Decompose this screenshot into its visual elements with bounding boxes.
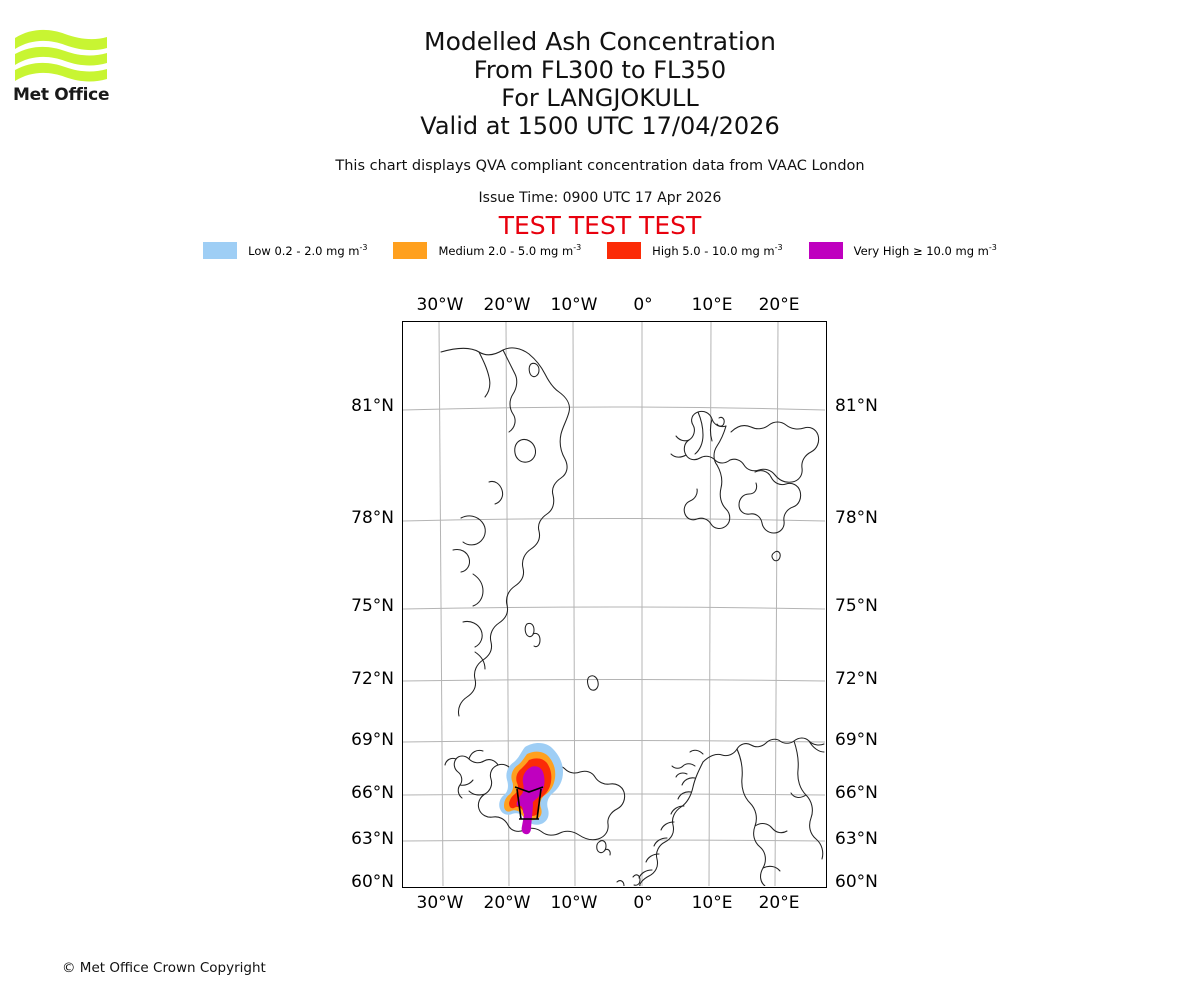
ash-tail-very-high xyxy=(521,799,533,835)
map-canvas xyxy=(403,322,825,886)
title-line-3: For LANGJOKULL xyxy=(501,84,699,112)
chart-title-block: Modelled Ash Concentration From FL300 to… xyxy=(0,27,1200,141)
met-office-wordmark: Met Office xyxy=(13,85,110,105)
legend-label-high: High 5.0 - 10.0 mg m-3 xyxy=(652,242,783,258)
lon-tick-top-3: 0° xyxy=(633,295,653,315)
title-line-4: Valid at 1500 UTC 17/04/2026 xyxy=(420,112,780,140)
lat-tick-left-6: 63°N xyxy=(351,829,394,849)
legend-label-medium: Medium 2.0 - 5.0 mg m-3 xyxy=(438,242,582,258)
volcano-marker-langjokull xyxy=(514,786,544,820)
chart-note: This chart displays QVA compliant concen… xyxy=(335,158,865,174)
lon-tick-bottom-2: 10°W xyxy=(550,893,598,913)
map-frame[interactable] xyxy=(402,321,827,888)
lon-tick-bottom-3: 0° xyxy=(633,893,653,913)
lat-tick-left-5: 66°N xyxy=(351,783,394,803)
legend-item-medium: Medium 2.0 - 5.0 mg m-3 xyxy=(393,242,581,259)
lon-tick-bottom-1: 20°W xyxy=(483,893,531,913)
test-banner: TEST TEST TEST xyxy=(498,211,702,240)
lon-tick-top-4: 10°E xyxy=(691,295,733,315)
legend-swatch-medium xyxy=(393,242,428,259)
lat-tick-left-4: 69°N xyxy=(351,730,394,750)
coastlines xyxy=(440,347,825,886)
lat-tick-left-2: 75°N xyxy=(351,596,394,616)
lat-tick-left-0: 81°N xyxy=(351,396,394,416)
lon-tick-bottom-5: 20°E xyxy=(758,893,800,913)
copyright-notice: © Met Office Crown Copyright xyxy=(62,960,266,976)
graticule-gridlines xyxy=(403,322,825,886)
title-line-1: Modelled Ash Concentration xyxy=(424,27,776,56)
chart-subtitle-block: This chart displays QVA compliant concen… xyxy=(0,155,1200,241)
met-office-wave-icon xyxy=(15,29,107,82)
legend-item-very-high: Very High ≥ 10.0 mg m-3 xyxy=(808,242,997,259)
met-office-logo: Met Office xyxy=(13,24,123,105)
lat-tick-right-1: 78°N xyxy=(835,508,878,528)
legend-label-low: Low 0.2 - 2.0 mg m-3 xyxy=(248,242,368,258)
legend-label-very-high: Very High ≥ 10.0 mg m-3 xyxy=(853,242,997,258)
lat-tick-right-3: 72°N xyxy=(835,669,878,689)
lat-tick-right-5: 66°N xyxy=(835,783,878,803)
title-line-2: From FL300 to FL350 xyxy=(473,56,727,84)
lat-tick-left-3: 72°N xyxy=(351,669,394,689)
lon-tick-top-2: 10°W xyxy=(550,295,598,315)
map-area: 30°W 30°W 20°W 20°W 10°W 10°W 0° 0° 10°E 10°E 20°E… xyxy=(351,295,878,913)
lat-tick-right-0: 81°N xyxy=(835,396,878,416)
lon-tick-top-1: 20°W xyxy=(483,295,531,315)
legend-item-high: High 5.0 - 10.0 mg m-3 xyxy=(607,242,783,259)
ash-concentration-plume xyxy=(499,743,563,835)
legend-swatch-very-high xyxy=(808,242,843,259)
lat-tick-left-1: 78°N xyxy=(351,508,394,528)
issue-time: Issue Time: 0900 UTC 17 Apr 2026 xyxy=(478,190,722,206)
lat-tick-right-2: 75°N xyxy=(835,596,878,616)
lat-tick-right-4: 69°N xyxy=(835,730,878,750)
legend-swatch-low xyxy=(203,242,238,259)
concentration-legend: Low 0.2 - 2.0 mg m-3 Medium 2.0 - 5.0 mg … xyxy=(0,242,1200,259)
lat-tick-left-7: 60°N xyxy=(351,872,394,892)
lat-tick-right-7: 60°N xyxy=(835,872,878,892)
lat-tick-right-6: 63°N xyxy=(835,829,878,849)
lon-tick-bottom-0: 30°W xyxy=(416,893,464,913)
lon-tick-top-5: 20°E xyxy=(758,295,800,315)
legend-swatch-high xyxy=(607,242,642,259)
lon-tick-top-0: 30°W xyxy=(416,295,464,315)
legend-item-low: Low 0.2 - 2.0 mg m-3 xyxy=(203,242,367,259)
lon-tick-bottom-4: 10°E xyxy=(691,893,733,913)
